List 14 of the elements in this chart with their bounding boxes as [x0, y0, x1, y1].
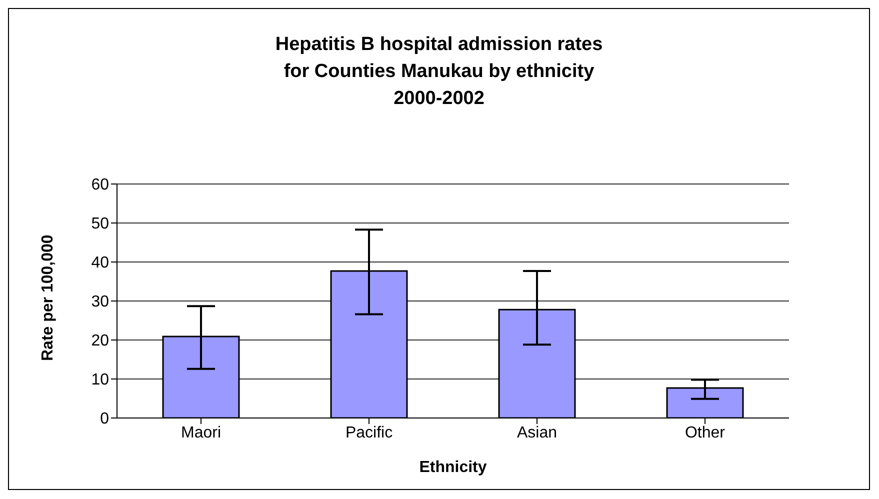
y-tick-label: 30: [91, 294, 110, 311]
y-tick-label: 10: [91, 372, 110, 389]
y-axis-title: Rate per 100,000: [40, 234, 57, 361]
y-tick-label: 60: [91, 176, 110, 194]
y-tick-label: 20: [91, 332, 110, 350]
x-axis-title: Ethnicity: [419, 459, 487, 476]
chart-title: Hepatitis B hospital admission rates for Counties Manukau by ethnicity 2000-2002: [274, 33, 604, 111]
x-tick-label: Asian: [516, 424, 558, 442]
x-tick-label: Other: [684, 424, 726, 442]
x-tick-label: Maori: [180, 424, 222, 442]
x-tick-label: Pacific: [345, 424, 393, 442]
y-tick-label: 50: [91, 216, 110, 233]
y-tick-label: 0: [100, 410, 110, 428]
y-tick-label: 40: [91, 254, 110, 272]
